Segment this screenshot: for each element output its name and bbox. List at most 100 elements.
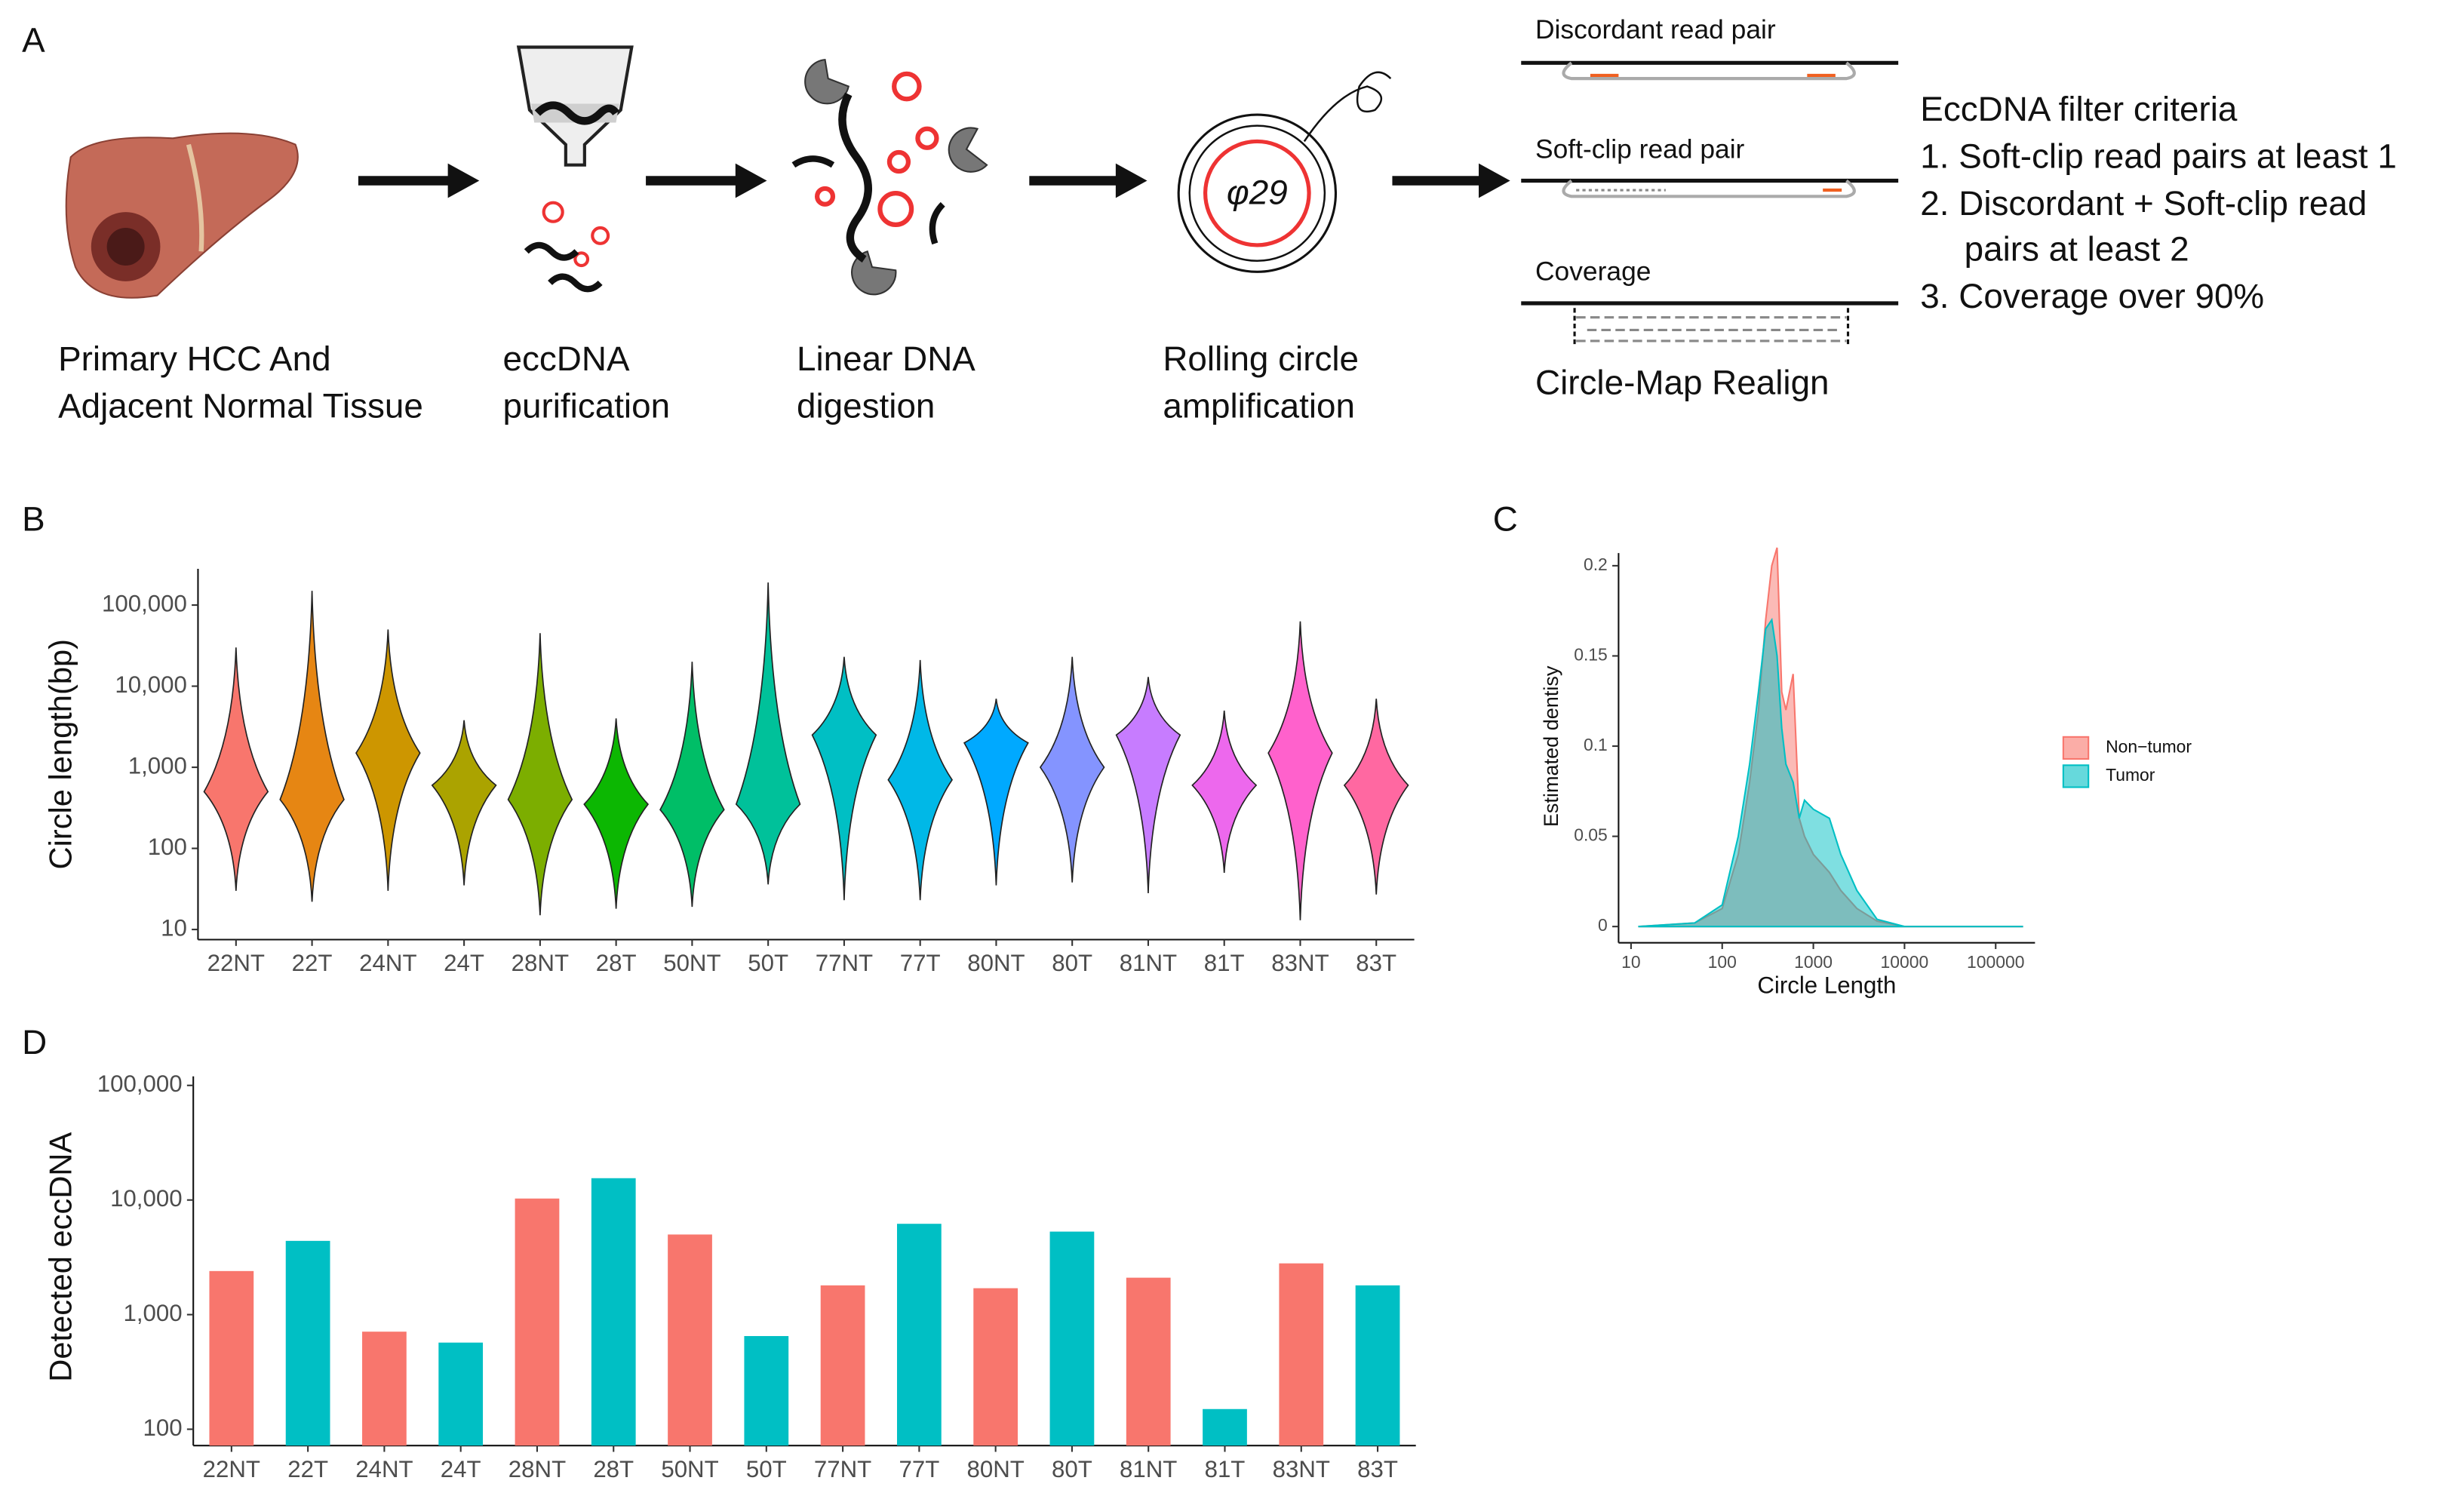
violin [887, 659, 954, 901]
x-tick-label: 22T [287, 1456, 328, 1482]
y-axis-label: Estimated dentisy [1539, 665, 1562, 827]
violin [279, 591, 345, 902]
x-tick-label: 10000 [1881, 952, 1929, 972]
step-label: purification [503, 387, 671, 425]
y-axis-label: Circle length(bp) [42, 639, 78, 869]
x-tick-label: 22NT [203, 1456, 260, 1482]
criteria-item: pairs at least 2 [1965, 229, 2189, 268]
panel-label: C [1493, 500, 1518, 539]
x-tick-label: 28T [593, 1456, 634, 1482]
x-tick-label: 83NT [1273, 1456, 1330, 1482]
bar [973, 1288, 1018, 1446]
chart-bar: 100 1,000 10,000 100,000 Detected eccDNA 22NT… [42, 1070, 1416, 1482]
bar [1049, 1231, 1095, 1446]
x-axis-label: Circle Length [1757, 972, 1896, 998]
violin [1039, 656, 1105, 883]
bar [1126, 1277, 1171, 1446]
y-tick-label: 100,000 [97, 1070, 183, 1097]
x-tick-label: 24NT [355, 1456, 413, 1482]
y-tick-label: 100 [148, 834, 187, 860]
step-label: digestion [797, 387, 935, 425]
x-tick-label: 80NT [967, 950, 1025, 976]
read-label: Discordant read pair [1535, 14, 1776, 45]
step-label: Linear DNA [797, 339, 975, 378]
y-tick-label: 1,000 [123, 1300, 182, 1326]
violin [583, 718, 650, 909]
rolling-circle-icon [1177, 71, 1392, 273]
panel-label: A [22, 20, 45, 59]
step-label: Adjacent Normal Tissue [58, 387, 423, 425]
legend-swatch [2062, 736, 2090, 760]
x-tick-label: 50NT [661, 1456, 718, 1482]
bar [515, 1198, 560, 1446]
violin [507, 633, 573, 916]
read-label: Soft-clip read pair [1535, 134, 1745, 164]
x-tick-label: 81T [1205, 1456, 1246, 1482]
x-tick-label: 100 [1708, 952, 1737, 972]
x-tick-label: 80T [1052, 950, 1092, 976]
x-tick-label: 77NT [814, 1456, 871, 1482]
x-tick-label: 77NT [816, 950, 873, 976]
step-label: amplification [1163, 387, 1355, 425]
violin [355, 629, 421, 891]
x-tick-label: 77T [900, 950, 941, 976]
x-tick-label: 100000 [1967, 952, 2024, 972]
violin [431, 720, 497, 886]
y-tick-label: 10 [161, 914, 187, 941]
x-tick-label: 81NT [1120, 1456, 1177, 1482]
violin [1191, 710, 1258, 873]
x-tick-label: 77T [899, 1456, 939, 1482]
violin [811, 656, 877, 901]
y-tick-label: 10,000 [115, 671, 187, 698]
method-label: Circle-Map Realign [1535, 363, 1830, 401]
step-label: eccDNA [503, 339, 630, 378]
x-tick-label: 50NT [663, 950, 720, 976]
criteria-item: 3. Coverage over 90% [1920, 277, 2264, 315]
violin [203, 647, 269, 891]
x-tick-label: 22NT [207, 950, 265, 976]
violin [1267, 621, 1333, 920]
x-tick-label: 50T [746, 1456, 787, 1482]
violin [963, 699, 1029, 886]
violin [659, 662, 725, 908]
y-tick-label: 100 [143, 1415, 182, 1441]
y-tick-label: 10,000 [110, 1185, 183, 1212]
purification-icon [516, 45, 634, 293]
step-label: Rolling circle [1163, 339, 1359, 378]
panel-label: D [22, 1023, 47, 1061]
x-tick-label: 22T [292, 950, 333, 976]
legend-label: Tumor [2106, 765, 2155, 785]
criteria-item: 2. Discordant + Soft-clip read [1920, 184, 2367, 223]
panel-label: B [22, 500, 45, 539]
x-tick-label: 24T [441, 1456, 481, 1482]
x-tick-label: 28NT [512, 950, 569, 976]
x-tick-label: 10 [1621, 952, 1640, 972]
y-tick-label: 100,000 [102, 590, 187, 616]
y-tick-label: 0.15 [1574, 645, 1608, 665]
legend-label: Non−tumor [2106, 736, 2192, 756]
y-tick-label: 1,000 [128, 752, 187, 779]
density-area [1638, 617, 2023, 928]
x-tick-label: 81NT [1120, 950, 1177, 976]
liver-icon [65, 132, 299, 299]
bar [1279, 1263, 1324, 1446]
bar [820, 1285, 865, 1446]
bar [1355, 1285, 1400, 1446]
x-tick-label: 24T [444, 950, 484, 976]
chart-area: 0 0.05 0.1 0.15 0.2 Estimated dentisy Circle L… [1539, 547, 2192, 998]
step-label: Primary HCC And [58, 339, 331, 378]
violin [1343, 699, 1409, 895]
y-tick-label: 0.1 [1584, 735, 1608, 754]
violin [1115, 677, 1181, 894]
x-tick-label: 24NT [359, 950, 416, 976]
read-label: Coverage [1535, 256, 1651, 287]
x-tick-label: 83T [1357, 1456, 1398, 1482]
x-tick-label: 50T [748, 950, 788, 976]
bar [285, 1240, 330, 1446]
read-diagrams [1521, 60, 1899, 346]
bar [362, 1332, 407, 1446]
x-tick-label: 80NT [966, 1456, 1024, 1482]
x-tick-label: 1000 [1794, 952, 1833, 972]
